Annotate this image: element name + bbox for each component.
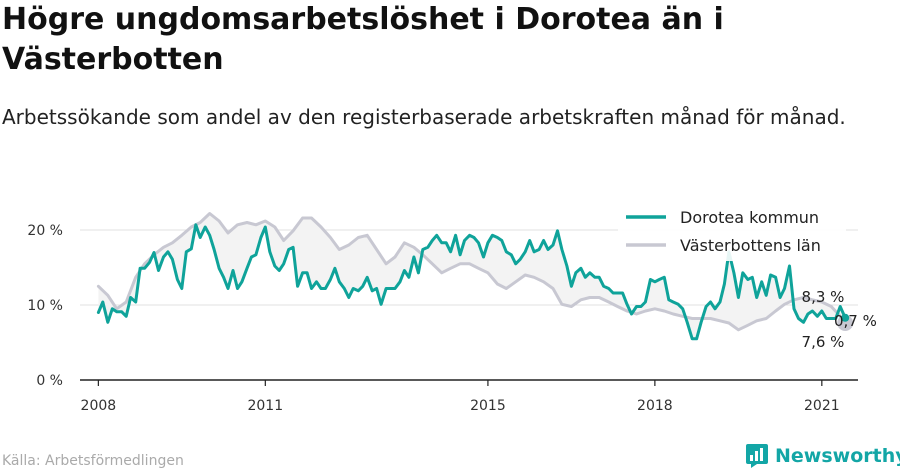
x-tick-label: 2015 [470,398,506,414]
end-label-vasterbotten: 7,6 % [802,333,845,351]
legend-label: Dorotea kommun [680,208,819,227]
legend-label: Västerbottens län [680,236,821,255]
series-line-vasterbotten [96,212,847,332]
chart-subtitle: Arbetssökande som andel av den registerb… [2,105,846,129]
legend: Dorotea kommun Västerbottens län [618,203,846,261]
series-line-dorotea [96,223,847,341]
newsworthy-logo-icon [746,444,768,468]
end-point-dorotea [841,313,850,322]
x-tick-label: 2008 [81,398,117,414]
brand-name: Newsworthy [775,445,900,467]
source-note: Källa: Arbetsförmedlingen [2,453,184,469]
x-tick-label: 2011 [247,398,283,414]
difference-band [98,213,846,339]
end-point-vasterbotten [837,315,854,331]
series-lines [96,212,854,341]
y-tick-label: 10 % [27,298,63,314]
legend-background [618,203,846,261]
end-annotations: 8,3 % 7,6 % 0,7 % [802,288,877,351]
newsworthy-brand[interactable]: Newsworthy [745,442,900,470]
difference-label: 0,7 % [834,312,877,330]
y-tick-label: 0 % [36,373,63,389]
x-tick-label: 2021 [804,398,840,414]
y-axis-labels: 0 % 10 % 20 % [27,223,63,389]
end-label-dorotea: 8,3 % [802,288,845,306]
x-tick-label: 2018 [637,398,673,414]
chart-title: Högre ungdomsarbetslöshet i Dorotea än i… [2,2,724,77]
x-axis-ticks: 2008 2011 2015 2018 2021 [81,380,840,414]
y-tick-label: 20 % [27,223,63,239]
